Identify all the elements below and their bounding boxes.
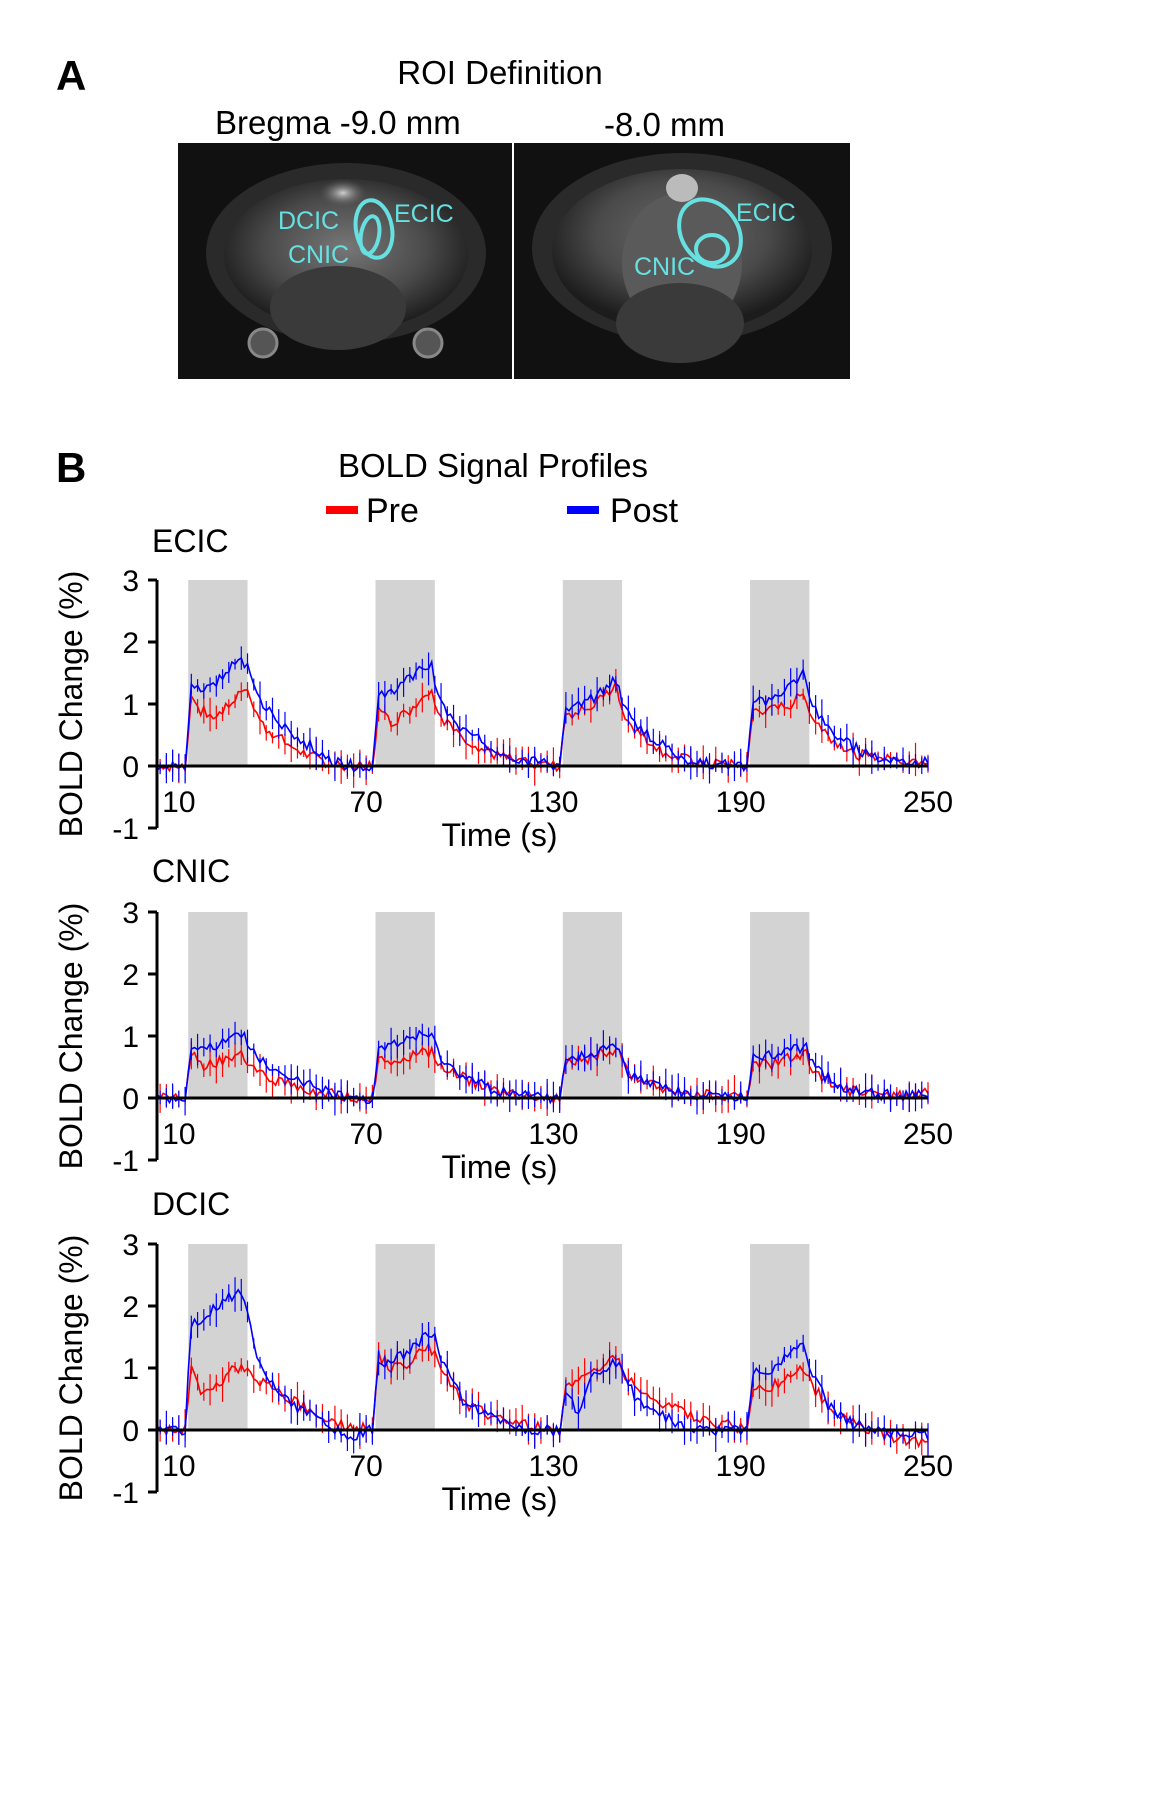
series-line-pre bbox=[156, 677, 929, 774]
left-slice-caption: Bregma -9.0 mm bbox=[215, 104, 461, 141]
y-tick-label: 2 bbox=[122, 627, 139, 660]
x-tick-label: 130 bbox=[528, 786, 578, 819]
y-axis-label: BOLD Change (%) bbox=[53, 1235, 89, 1502]
chart-title: CNIC bbox=[152, 853, 230, 889]
left-ecic-outline bbox=[353, 198, 395, 260]
y-tick-label: -1 bbox=[112, 1145, 139, 1178]
x-axis-label: Time (s) bbox=[441, 817, 557, 853]
stim-block bbox=[562, 912, 623, 1098]
chart-cnic: CNIC -1 0 1 2 3 10 70 130 190 250 Time (s) BOLD Chan… bbox=[53, 853, 953, 1185]
y-tick-label: -1 bbox=[112, 1477, 139, 1510]
stim-block bbox=[188, 580, 248, 766]
series-line-post bbox=[156, 1288, 929, 1441]
y-tick-label: 2 bbox=[122, 959, 139, 992]
right-cnic-outline bbox=[694, 233, 730, 265]
y-tick-label: 0 bbox=[122, 1083, 139, 1116]
x-tick-label: 10 bbox=[162, 1118, 195, 1151]
right-roi-ecic: ECIC bbox=[736, 199, 796, 227]
x-tick-label: 190 bbox=[716, 786, 766, 819]
left-roi-cnic: CNIC bbox=[288, 241, 349, 269]
stim-block bbox=[375, 912, 435, 1098]
x-tick-label: 10 bbox=[162, 1450, 195, 1483]
stim-block bbox=[750, 580, 810, 766]
left-cnic-outline bbox=[358, 214, 382, 256]
stim-block bbox=[562, 580, 623, 766]
x-axis-label: Time (s) bbox=[441, 1481, 557, 1517]
legend-swatch-post bbox=[567, 506, 599, 514]
x-tick-label: 130 bbox=[528, 1118, 578, 1151]
right-roi-cnic: CNIC bbox=[634, 253, 695, 281]
y-axis-label: BOLD Change (%) bbox=[53, 903, 89, 1170]
x-tick-label: 70 bbox=[349, 1118, 382, 1151]
y-tick-label: 1 bbox=[122, 689, 139, 722]
y-tick-label: 0 bbox=[122, 1415, 139, 1448]
chart-dcic: DCIC -1 0 1 2 3 10 70 130 190 250 Time (s) BOLD Chan… bbox=[53, 1186, 953, 1517]
legend-label-post: Post bbox=[610, 492, 679, 530]
panel-a-letter: A bbox=[56, 52, 87, 99]
x-tick-label: 250 bbox=[903, 1118, 953, 1151]
y-tick-label: 1 bbox=[122, 1021, 139, 1054]
y-tick-label: 0 bbox=[122, 751, 139, 784]
chart-title: DCIC bbox=[152, 1186, 230, 1222]
y-tick-label: -1 bbox=[112, 813, 139, 846]
x-tick-label: 10 bbox=[162, 786, 195, 819]
left-roi-dcic: DCIC bbox=[278, 207, 339, 235]
stim-block bbox=[375, 1244, 435, 1430]
panel-a-title: ROI Definition bbox=[397, 54, 603, 91]
x-tick-label: 250 bbox=[903, 1450, 953, 1483]
x-tick-label: 70 bbox=[349, 1450, 382, 1483]
x-tick-label: 130 bbox=[528, 1450, 578, 1483]
y-tick-label: 1 bbox=[122, 1353, 139, 1386]
panel-b-title: BOLD Signal Profiles bbox=[338, 447, 648, 484]
stim-block bbox=[188, 912, 248, 1098]
mri-figure: DCIC ECIC CNIC ECIC CNIC bbox=[178, 143, 850, 379]
x-axis-label: Time (s) bbox=[441, 1149, 557, 1185]
stim-block bbox=[750, 1244, 810, 1430]
series-line-post bbox=[156, 656, 929, 773]
panel-b-letter: B bbox=[56, 444, 87, 491]
right-ecic-outline bbox=[677, 197, 743, 269]
x-tick-label: 250 bbox=[903, 786, 953, 819]
stim-block bbox=[375, 580, 435, 766]
right-slice-caption: -8.0 mm bbox=[604, 106, 726, 143]
y-tick-label: 3 bbox=[122, 1229, 139, 1262]
y-tick-label: 2 bbox=[122, 1291, 139, 1324]
y-tick-label: 3 bbox=[122, 565, 139, 598]
x-tick-label: 70 bbox=[349, 786, 382, 819]
x-tick-label: 190 bbox=[716, 1450, 766, 1483]
x-tick-label: 190 bbox=[716, 1118, 766, 1151]
y-axis-label: BOLD Change (%) bbox=[53, 571, 89, 838]
mri-slices: DCIC ECIC CNIC ECIC CNIC bbox=[178, 143, 850, 379]
chart-ecic: ECIC -1 0 1 2 3 10 70 130 190 250 Time (s) BOLD Chan… bbox=[53, 523, 953, 853]
legend-swatch-pre bbox=[326, 506, 358, 514]
y-tick-label: 3 bbox=[122, 897, 139, 930]
chart-title: ECIC bbox=[152, 523, 228, 559]
legend-label-pre: Pre bbox=[366, 492, 419, 530]
left-roi-ecic: ECIC bbox=[394, 200, 454, 228]
